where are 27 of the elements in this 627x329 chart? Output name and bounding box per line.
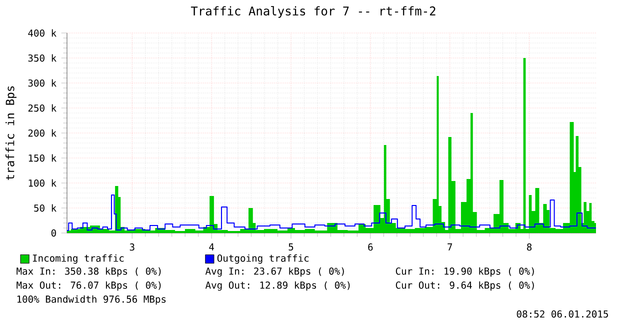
text: Max In: 350.38 kBps ( 0%) <box>16 267 161 277</box>
y-axis-title: traffic in Bps <box>6 86 16 180</box>
y-tick-label: 300 k <box>28 79 56 87</box>
text: 100% Bandwidth 976.56 MBps <box>17 295 166 305</box>
y-tick-label: 250 k <box>28 104 56 112</box>
x-tick-label: 3 <box>130 243 134 251</box>
x-tick-label: 6 <box>368 243 373 251</box>
y-tick-label: 50 k <box>34 204 56 212</box>
x-tick-label: 8 <box>527 243 532 251</box>
x-tick-label: 7 <box>448 243 452 250</box>
y-tick-label: 350 k <box>28 54 56 62</box>
y-tick-label: 400 k <box>28 29 56 37</box>
text: Cur In: 19.90 kBps ( 0%) <box>396 267 534 277</box>
y-tick-label: 0 <box>51 229 56 237</box>
text: 08:52 06.01.2015 <box>516 310 608 318</box>
text: Avg Out: 12.89 kBps ( 0%) <box>205 281 350 291</box>
y-tick-label: 100 k <box>28 179 56 187</box>
text: Cur Out: 9.64 kBps ( 0%) <box>396 281 534 291</box>
text: Max Out: 76.07 kBps ( 0%) <box>16 281 161 291</box>
y-tick-label: 200 k <box>28 129 56 137</box>
chart-title: Traffic Analysis for 7 -- rt-ffm-2 <box>190 6 436 18</box>
x-tick-label: 4 <box>209 243 214 250</box>
x-tick-label: 5 <box>288 243 294 251</box>
text: Avg In: 23.67 kBps ( 0%) <box>205 267 344 277</box>
legend-label: Outgoing traffic <box>217 254 309 264</box>
y-tick-label: 150 k <box>28 154 56 162</box>
legend-label: Incoming traffic <box>32 254 124 264</box>
